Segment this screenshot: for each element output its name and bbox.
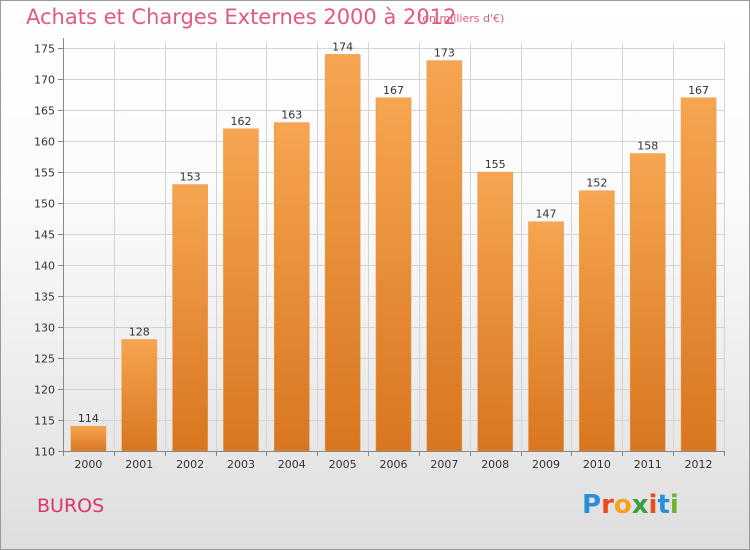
logo-letter: x — [631, 490, 649, 520]
bar-value-label: 153 — [180, 171, 201, 184]
chart-title: Achats et Charges Externes 2000 à 2012 — [26, 5, 457, 29]
x-tick-label: 2001 — [125, 458, 153, 471]
logo-letter: o — [613, 490, 632, 520]
y-tick-label: 130 — [34, 322, 55, 335]
bar — [274, 122, 310, 452]
bar-value-label: 155 — [485, 158, 506, 171]
logo-letter: r — [601, 490, 614, 520]
bar — [223, 128, 259, 452]
y-tick-label: 125 — [34, 353, 55, 366]
y-tick-label: 145 — [34, 229, 55, 242]
bar — [324, 54, 361, 452]
y-tick-label: 120 — [34, 384, 55, 397]
bar-value-label: 152 — [586, 177, 607, 190]
y-tick-label: 150 — [34, 198, 55, 211]
bar-value-label: 173 — [434, 47, 455, 60]
y-tick-label: 115 — [34, 415, 55, 428]
y-tick-label: 110 — [34, 446, 55, 459]
bar-value-label: 162 — [230, 115, 251, 128]
y-tick-label: 160 — [34, 136, 55, 149]
bar-value-label: 174 — [332, 40, 353, 53]
proxiti-logo: Proxiti — [582, 490, 679, 520]
logo-letter: i — [648, 490, 658, 520]
y-tick-label: 165 — [34, 105, 55, 118]
bar — [579, 190, 615, 452]
y-tick-label: 175 — [34, 43, 55, 56]
bar — [121, 339, 158, 452]
bar — [629, 153, 666, 452]
bar-value-label: 128 — [129, 325, 150, 338]
logo-letter: P — [582, 490, 602, 520]
bar — [426, 60, 463, 452]
x-tick-label: 2008 — [481, 458, 509, 471]
bar — [680, 97, 717, 452]
x-tick-label: 2003 — [227, 458, 255, 471]
bar — [172, 184, 208, 452]
y-tick-label: 135 — [34, 291, 55, 304]
y-tick-label: 170 — [34, 74, 55, 87]
x-tick-label: 2011 — [634, 458, 662, 471]
logo-letter: t — [657, 490, 670, 520]
bar — [70, 425, 107, 452]
place-name: BUROS — [37, 495, 105, 517]
bar-value-label: 158 — [637, 140, 658, 153]
y-tick-label: 155 — [34, 167, 55, 180]
bar-value-label: 114 — [78, 412, 99, 425]
x-tick-label: 2005 — [329, 458, 357, 471]
y-tick-label: 140 — [34, 260, 55, 273]
x-tick-label: 2000 — [74, 458, 102, 471]
logo-letter: i — [669, 490, 679, 520]
chart-subtitle: (en milliers d'€) — [418, 12, 505, 25]
x-tick-label: 2012 — [685, 458, 713, 471]
bar-value-label: 167 — [688, 84, 709, 97]
x-tick-label: 2002 — [176, 458, 204, 471]
bar-value-label: 147 — [536, 208, 557, 221]
bar — [375, 97, 412, 452]
bar-value-label: 163 — [281, 109, 302, 122]
bar — [477, 171, 513, 452]
bar — [528, 221, 564, 452]
x-tick-label: 2010 — [583, 458, 611, 471]
bar-value-label: 167 — [383, 84, 404, 97]
x-tick-label: 2007 — [430, 458, 458, 471]
x-tick-label: 2004 — [278, 458, 306, 471]
x-tick-label: 2006 — [380, 458, 408, 471]
x-tick-label: 2009 — [532, 458, 560, 471]
